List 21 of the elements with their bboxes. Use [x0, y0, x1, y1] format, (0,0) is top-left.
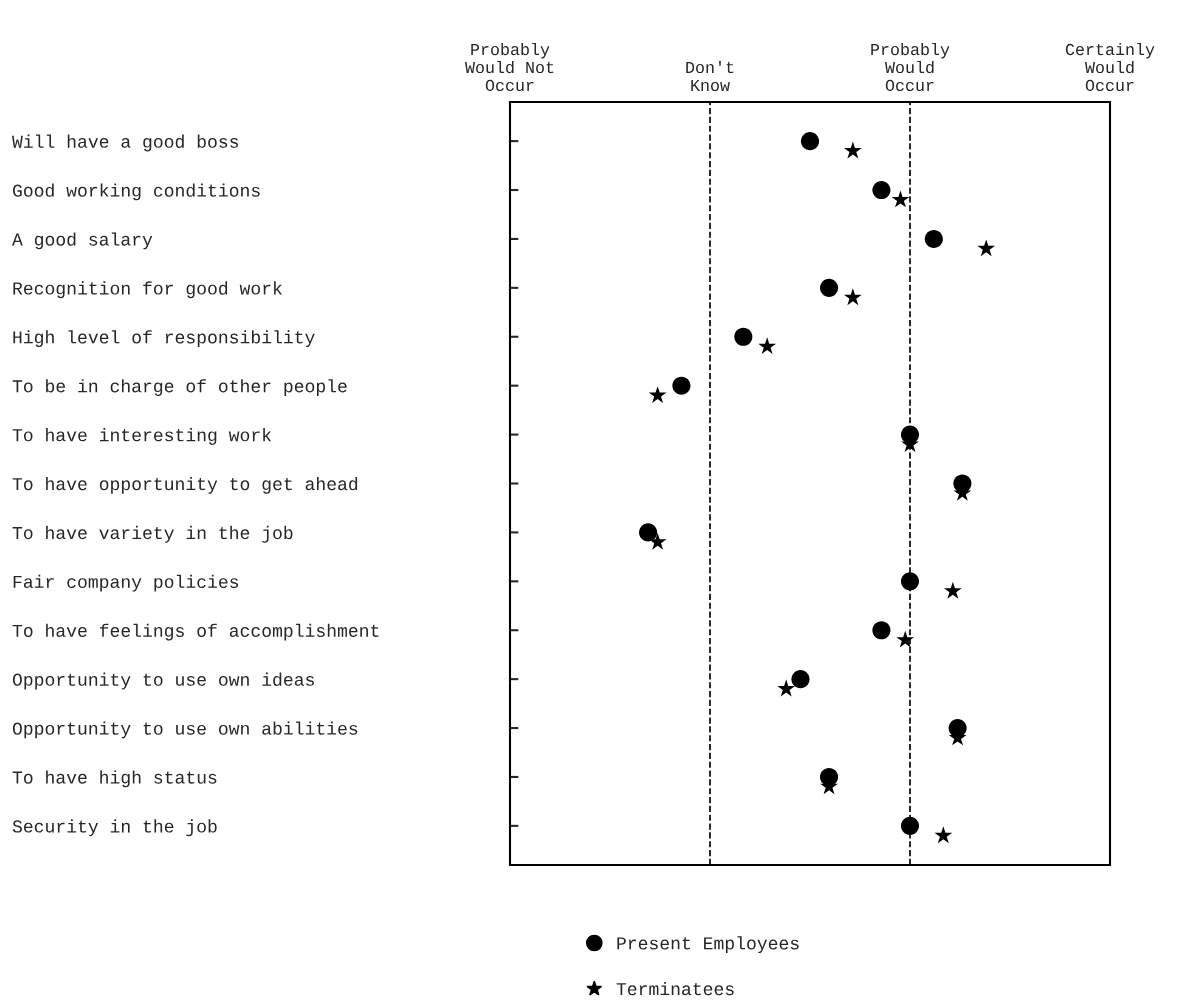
- y-tick-label: High level of responsibility: [13, 330, 315, 348]
- y-tick-label: Security in the job: [12, 819, 217, 837]
- y-tick-label: Recognition for good work: [13, 281, 282, 299]
- y-tick-label: Good working conditions: [13, 183, 260, 201]
- legend-label: Present Employees: [617, 936, 799, 954]
- y-tick-label: Opportunity to use own ideas: [12, 672, 314, 690]
- y-tick-label: A good salary: [12, 232, 153, 250]
- y-tick-label: Opportunity to use own abilities: [12, 721, 358, 739]
- text: Certainly Would Occur: [1065, 42, 1155, 92]
- y-tick-label: To have variety in the job: [12, 525, 293, 543]
- y-tick-label: To have feelings of accomplishment: [12, 623, 379, 641]
- text: Probably Would Not Occur: [464, 42, 554, 92]
- text: Probably Would Occur: [871, 42, 950, 92]
- y-tick-label: Will have a good boss: [12, 134, 239, 152]
- y-tick-label: To have high status: [12, 770, 217, 788]
- text: Don't Know: [686, 60, 734, 92]
- legend-label: Terminatees: [616, 981, 734, 996]
- y-tick-label: To have opportunity to get ahead: [12, 476, 358, 494]
- y-tick-label: Fair company policies: [13, 574, 239, 592]
- y-tick-label: To have interesting work: [12, 428, 272, 445]
- y-tick-label: To be in charge of other people: [12, 379, 347, 396]
